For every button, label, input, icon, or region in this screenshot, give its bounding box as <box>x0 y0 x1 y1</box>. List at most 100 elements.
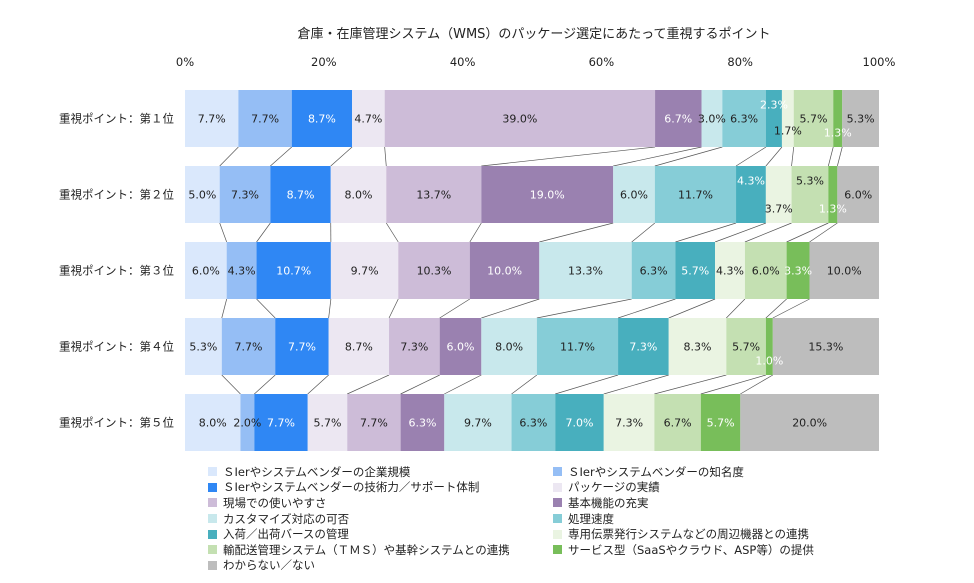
bar-segment <box>536 318 619 375</box>
connector-line <box>555 374 619 395</box>
segment-value-label: 6.3% <box>408 417 436 430</box>
x-tick-label: 40% <box>450 55 476 69</box>
category-label: 重視ポイント：第２位 <box>59 188 174 202</box>
segment-value-label: 7.7% <box>360 417 388 430</box>
connector-line <box>388 298 399 319</box>
legend-label: ＳIerやシステムベンダーの企業規模 <box>223 464 411 479</box>
connector-line <box>385 222 399 243</box>
bar-segment <box>833 90 843 147</box>
x-tick-label: 80% <box>727 55 753 69</box>
bar-segment <box>740 394 879 451</box>
bar-segment <box>254 394 308 451</box>
segment-labels: 7.7% 7.7% 8.7% 4.7% 39.0% 6.7% 3.0% 6.3%2.3%1.7… <box>188 99 874 430</box>
bar-segment <box>809 242 879 299</box>
segment-value-label: 8.3% <box>684 341 712 354</box>
connector-line <box>726 298 746 319</box>
segment-value-label: 3.0% <box>698 113 726 126</box>
connector-line <box>631 222 656 243</box>
bar-segment <box>330 242 399 299</box>
bar-segment <box>654 394 701 451</box>
legend-swatch <box>208 529 217 539</box>
legend-label: 基本機能の充実 <box>568 495 649 510</box>
segment-value-label: 7.7% <box>198 113 226 126</box>
segment-value-label: 4.3% <box>716 265 744 278</box>
bar-segment <box>828 166 838 223</box>
segment-value-label: 4.3% <box>737 175 765 188</box>
bar-segment <box>481 166 614 223</box>
segment-value-label: 7.7% <box>251 113 279 126</box>
bar-segment <box>226 242 257 299</box>
bar-segment <box>330 166 387 223</box>
bar-segment <box>715 242 745 299</box>
bar-segment <box>555 394 604 451</box>
connector-line <box>307 374 329 395</box>
connector-line <box>481 146 656 167</box>
legend-swatch <box>553 482 562 492</box>
segment-value-label: 8.7% <box>287 189 315 202</box>
legend-swatch <box>208 482 217 492</box>
connector-line <box>668 298 716 319</box>
legend: ＳIerやシステムベンダーの企業規模 ＳIerやシステムベンダーの知名度 ＳIerや… <box>208 464 898 573</box>
bar-segment <box>842 90 879 147</box>
bar-segments <box>185 90 879 451</box>
bar-segment <box>726 318 766 375</box>
connector-line <box>786 222 829 243</box>
segment-value-label: 9.7% <box>351 265 379 278</box>
bar-segment <box>221 318 276 375</box>
connector-line <box>536 298 632 319</box>
segment-value-label: 1.3% <box>819 203 847 216</box>
bar-segment <box>389 318 440 375</box>
bar-segment <box>240 394 255 451</box>
legend-item: ＳIerやシステムベンダーの技術力／サポート体制 <box>208 480 553 496</box>
segment-value-label: 5.7% <box>707 417 735 430</box>
segment-value-label: 2.3% <box>760 99 788 112</box>
segment-value-label: 5.3% <box>796 175 824 188</box>
connector-line <box>613 146 702 167</box>
connector-line <box>511 374 538 395</box>
x-tick-label: 20% <box>311 55 337 69</box>
bar-segment <box>444 394 512 451</box>
connector-line <box>765 146 783 167</box>
segment-value-label: 13.7% <box>416 189 451 202</box>
bar-segment <box>238 90 292 147</box>
segment-value-label: 20.0% <box>792 417 827 430</box>
category-label: 重視ポイント：第１位 <box>59 112 174 126</box>
segment-value-label: 10.7% <box>276 265 311 278</box>
connector-line <box>219 146 239 167</box>
legend-swatch <box>553 545 562 555</box>
segment-value-label: 1.3% <box>824 127 852 140</box>
legend-label: ＳIerやシステムベンダーの知名度 <box>568 464 744 479</box>
segment-value-label: 4.3% <box>228 265 256 278</box>
bar-segment <box>511 394 556 451</box>
category-label: 重視ポイント：第３位 <box>59 264 174 278</box>
segment-value-label: 13.3% <box>568 265 603 278</box>
bar-segment <box>701 90 723 147</box>
segment-value-label: 15.3% <box>808 341 843 354</box>
legend-item: 輸配送管理システム（ＴＭＳ）や基幹システムとの連携 <box>208 542 553 558</box>
segment-value-label: 2.0% <box>233 417 261 430</box>
segment-value-label: 8.7% <box>345 341 373 354</box>
connector-line <box>400 374 440 395</box>
bar-segment <box>765 166 792 223</box>
bar-segment <box>185 318 222 375</box>
x-tick-label: 60% <box>589 55 615 69</box>
connector-line <box>219 222 228 243</box>
connector-line <box>700 374 766 395</box>
legend-label: 入荷／出荷バースの管理 <box>223 527 349 542</box>
legend-item: ＳIerやシステムベンダーの企業規模 <box>208 464 553 480</box>
segment-value-label: 1.7% <box>774 125 802 138</box>
legend-item: 処理速度 <box>553 511 898 527</box>
bar-segment <box>328 318 390 375</box>
segment-value-label: 6.3% <box>730 113 758 126</box>
connector-line <box>714 222 767 243</box>
legend-item: 入荷／出荷バースの管理 <box>208 526 553 542</box>
segment-value-label: 6.0% <box>844 189 872 202</box>
bar-segment <box>219 166 271 223</box>
segment-value-label: 19.0% <box>530 189 565 202</box>
segment-value-label: 7.3% <box>231 189 259 202</box>
segment-value-label: 4.7% <box>354 113 382 126</box>
segment-value-label: 6.0% <box>620 189 648 202</box>
bar-segment <box>469 242 540 299</box>
segment-value-label: 5.0% <box>188 189 216 202</box>
